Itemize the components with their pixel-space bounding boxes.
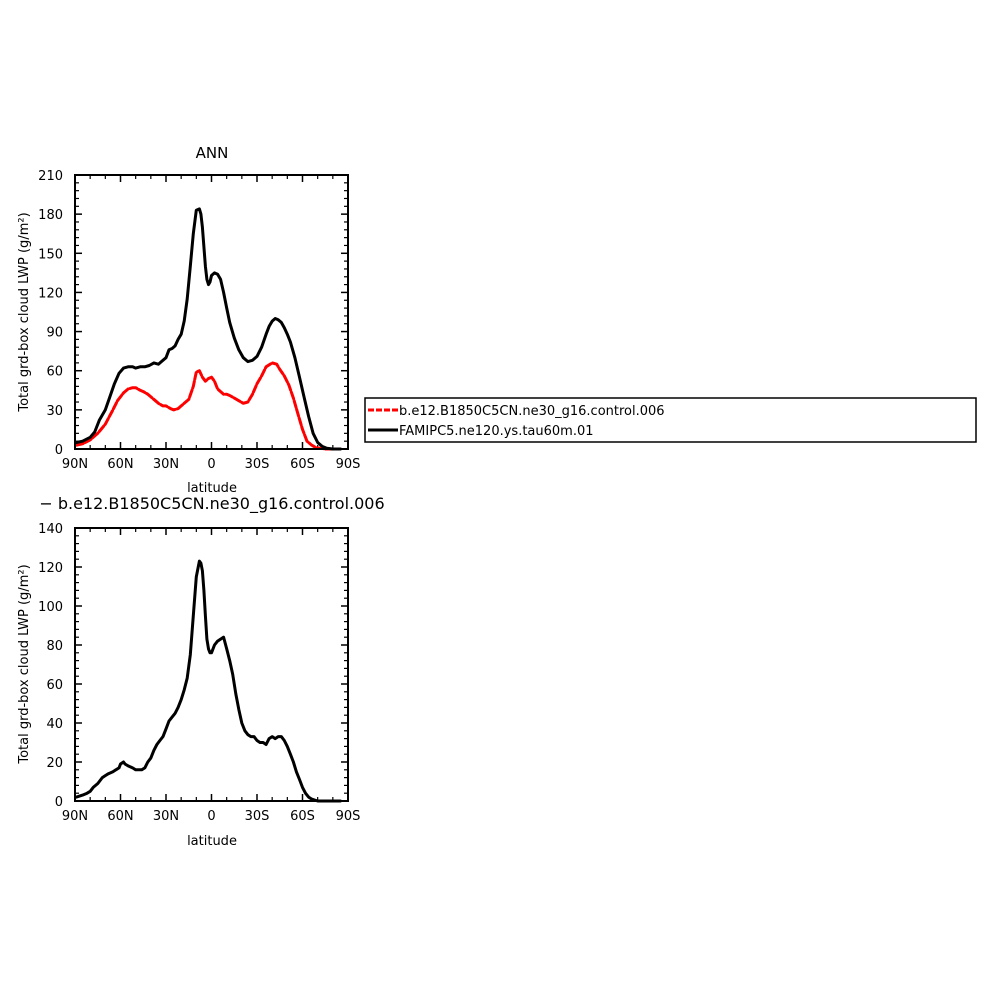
x-tick-label: 30S <box>245 809 270 824</box>
series-lines <box>75 559 342 803</box>
series-line-0 <box>75 559 342 803</box>
y-tick-label: 210 <box>38 169 63 184</box>
y-tick-label: 140 <box>38 522 63 537</box>
plot-frame <box>74 174 349 450</box>
x-tick-label: 30N <box>153 809 179 824</box>
series-lines <box>75 207 342 451</box>
x-tick-label: 0 <box>207 457 215 472</box>
x-axis-label: latitude <box>187 481 237 496</box>
legend-entry: FAMIPC5.ne120.ys.tau60m.01 <box>399 424 594 439</box>
y-tick-label: 0 <box>55 795 63 810</box>
plot-frame <box>74 527 349 802</box>
x-tick-label: 90S <box>336 457 361 472</box>
y-tick-label: 100 <box>38 600 63 615</box>
y-tick-label: 20 <box>46 756 63 771</box>
y-tick-label: 180 <box>38 208 63 223</box>
x-tick-label: 60N <box>107 809 133 824</box>
legend-entry: b.e12.B1850C5CN.ne30_g16.control.006 <box>399 404 665 419</box>
y-tick-label: 0 <box>55 443 63 458</box>
difference-title: − b.e12.B1850C5CN.ne30_g16.control.006 <box>39 494 384 514</box>
x-tick-label: 60S <box>290 457 315 472</box>
legend: b.e12.B1850C5CN.ne30_g16.control.006 FAM… <box>364 397 977 443</box>
y-tick-label: 60 <box>46 678 63 693</box>
y-tick-label: 40 <box>46 717 63 732</box>
x-tick-label: 90N <box>62 457 88 472</box>
x-tick-label: 30S <box>245 457 270 472</box>
x-tick-label: 0 <box>207 809 215 824</box>
legend-box <box>364 397 977 443</box>
y-tick-label: 150 <box>38 247 63 262</box>
bottom-line-chart: − b.e12.B1850C5CN.ne30_g16.control.006 l… <box>17 494 385 849</box>
x-tick-label: 60N <box>107 457 133 472</box>
y-tick-label: 90 <box>46 326 63 341</box>
y-tick-label: 80 <box>46 639 63 654</box>
y-tick-label: 120 <box>38 561 63 576</box>
chart-title: ANN <box>196 144 229 162</box>
y-tick-label: 60 <box>46 365 63 380</box>
top-line-chart: ANN latitude Total grd-box cloud LWP (g/… <box>17 144 360 496</box>
x-tick-label: 30N <box>153 457 179 472</box>
y-axis-label: Total grd-box cloud LWP (g/m²) <box>17 212 32 412</box>
x-axis-label: latitude <box>187 834 237 849</box>
y-tick-label: 120 <box>38 286 63 301</box>
x-tick-label: 90S <box>336 809 361 824</box>
x-tick-label: 90N <box>62 809 88 824</box>
x-tick-label: 60S <box>290 809 315 824</box>
y-tick-label: 30 <box>46 404 63 419</box>
y-axis-label: Total grd-box cloud LWP (g/m²) <box>17 564 32 764</box>
series-line-0 <box>75 361 342 451</box>
series-line-1 <box>75 207 342 451</box>
